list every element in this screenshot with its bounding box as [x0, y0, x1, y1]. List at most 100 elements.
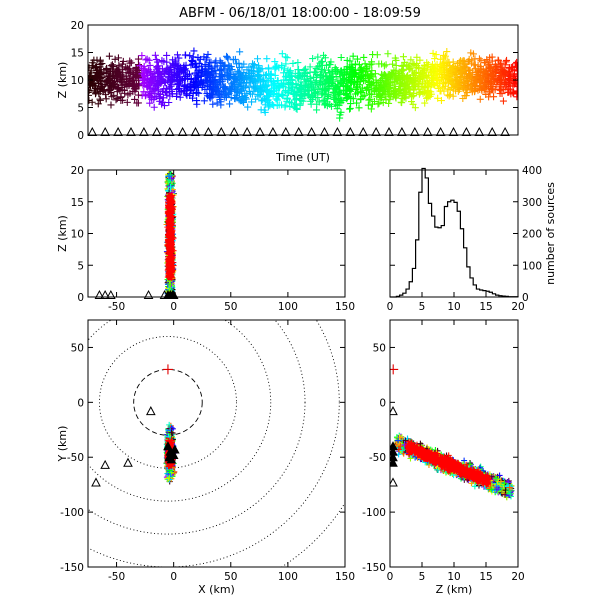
- source-point: [146, 99, 154, 107]
- source-point: [336, 114, 344, 122]
- source-point: [416, 75, 424, 83]
- source-point: [238, 74, 246, 82]
- source-point: [117, 93, 125, 101]
- source-point: [343, 63, 351, 71]
- source-point: [395, 68, 403, 76]
- station-marker: [397, 126, 407, 136]
- source-point: [352, 84, 360, 92]
- source-point: [147, 79, 155, 87]
- y-tick-label: 10: [71, 229, 84, 241]
- source-point: [152, 81, 160, 89]
- source-point: [168, 429, 175, 436]
- x-tick-label: 15: [479, 301, 492, 313]
- source-point: [106, 87, 114, 95]
- source-point: [416, 56, 424, 64]
- station-marker: [474, 126, 485, 136]
- source-point: [139, 65, 147, 73]
- y-tick-label: 20: [71, 20, 84, 32]
- y-tick-label: 15: [71, 48, 84, 60]
- source-point: [94, 85, 102, 93]
- source-point: [152, 56, 160, 64]
- source-point: [162, 89, 170, 97]
- source-point: [290, 90, 298, 98]
- source-point: [444, 79, 452, 87]
- source-point: [390, 66, 398, 74]
- source-point: [168, 87, 176, 95]
- source-point: [333, 101, 341, 109]
- source-point: [96, 58, 104, 66]
- source-point: [368, 58, 376, 66]
- source-point: [501, 61, 509, 69]
- source-point: [166, 224, 173, 231]
- source-point: [243, 74, 251, 82]
- source-point: [150, 103, 158, 111]
- source-point: [165, 237, 172, 244]
- source-point: [374, 100, 382, 108]
- source-point: [349, 52, 357, 60]
- source-point: [382, 96, 390, 104]
- station-marker: [229, 126, 240, 136]
- source-point: [206, 80, 214, 88]
- source-point: [192, 64, 200, 72]
- source-point: [295, 75, 303, 83]
- source-point: [322, 77, 330, 85]
- source-point: [289, 59, 297, 67]
- source-point: [283, 54, 291, 62]
- station-marker: [113, 126, 123, 136]
- plot-frame: [389, 169, 519, 298]
- source-point: [314, 53, 322, 61]
- source-point: [457, 66, 465, 74]
- source-point: [435, 85, 443, 93]
- source-point: [294, 59, 302, 67]
- source-point: [444, 85, 452, 93]
- station-marker: [384, 126, 394, 136]
- source-point: [138, 52, 146, 60]
- source-point: [113, 85, 121, 93]
- source-point: [357, 89, 365, 97]
- source-point: [291, 70, 299, 78]
- source-point: [337, 53, 345, 61]
- source-point: [237, 78, 245, 86]
- x-tick-label: 0: [170, 301, 177, 313]
- source-point: [375, 60, 383, 68]
- source-point: [163, 58, 171, 66]
- source-point: [344, 83, 352, 91]
- source-point: [364, 101, 372, 109]
- source-point: [103, 77, 111, 85]
- source-point: [329, 70, 337, 78]
- source-point: [437, 97, 445, 105]
- source-point: [112, 67, 120, 75]
- source-point: [425, 92, 433, 100]
- source-point: [210, 76, 218, 84]
- source-point: [365, 86, 373, 94]
- source-point: [420, 62, 428, 70]
- source-point: [432, 51, 440, 59]
- source-point: [181, 51, 189, 59]
- source-point: [345, 84, 353, 92]
- source-point: [167, 262, 174, 269]
- source-point: [449, 58, 457, 66]
- x-tick-label: 150: [335, 301, 355, 313]
- source-point: [166, 269, 173, 276]
- source-point: [358, 84, 366, 92]
- source-point: [419, 89, 427, 97]
- source-point: [505, 80, 513, 88]
- source-point: [96, 95, 104, 103]
- source-point: [336, 70, 344, 78]
- source-point: [157, 71, 165, 79]
- source-point: [171, 77, 179, 85]
- source-point: [453, 75, 461, 83]
- station-marker: [500, 126, 510, 136]
- source-point: [283, 94, 291, 102]
- source-point: [227, 70, 235, 78]
- source-point: [151, 86, 159, 94]
- source-point: [220, 83, 228, 91]
- source-point: [327, 58, 335, 66]
- source-point: [113, 95, 121, 103]
- station-marker: [203, 126, 214, 136]
- source-point: [335, 88, 343, 96]
- source-point: [472, 74, 480, 82]
- source-point: [459, 60, 467, 68]
- source-point: [165, 233, 172, 240]
- source-point: [351, 60, 359, 68]
